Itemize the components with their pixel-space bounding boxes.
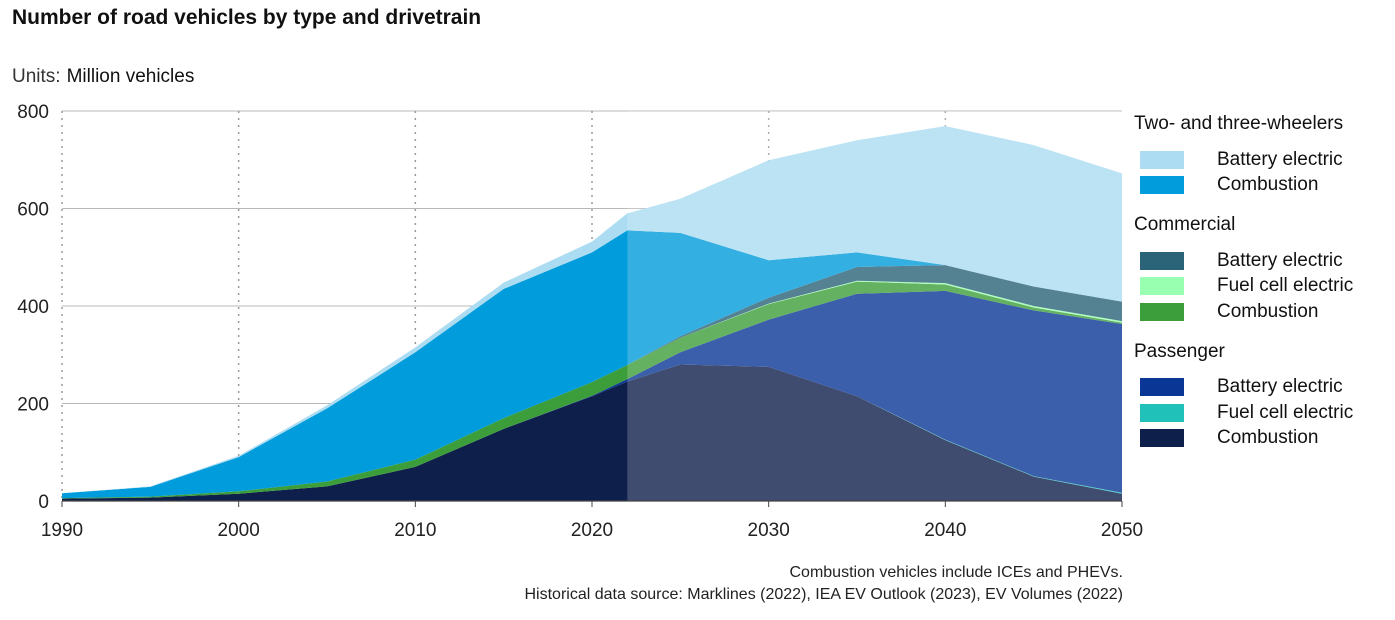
y-tick-label: 600 — [17, 200, 49, 221]
legend-item-com_comb: Combustion — [1140, 299, 1392, 325]
x-tick-label: 2000 — [218, 520, 260, 541]
legend-group: Two- and three-wheelers Battery electric C… — [1134, 113, 1392, 198]
legend-swatch — [1140, 176, 1184, 195]
area-com_bev — [62, 265, 1122, 499]
area-tw_bev — [62, 126, 1122, 494]
area-com_comb — [62, 281, 1122, 499]
x-tick-label: 2010 — [394, 520, 436, 541]
x-tick-label: 2050 — [1101, 520, 1143, 541]
legend-label: Fuel cell electric — [1217, 401, 1354, 423]
legend-label: Fuel cell electric — [1217, 275, 1354, 297]
footnote-combustion: Combustion vehicles include ICEs and PHE… — [789, 564, 1124, 581]
units-value: Million vehicles — [66, 66, 195, 87]
x-tick-label: 2040 — [924, 520, 966, 541]
units-line: Units: Million vehicles — [12, 66, 194, 88]
chart-title: Number of road vehicles by type and driv… — [12, 6, 482, 29]
legend-swatch — [1140, 251, 1184, 270]
legend-group-title: Two- and three-wheelers — [1134, 113, 1344, 134]
units-label: Units: — [12, 66, 61, 87]
legend-label: Combustion — [1217, 300, 1319, 322]
legend-swatch — [1140, 302, 1184, 321]
legend-label: Battery electric — [1217, 249, 1343, 271]
legend-swatch — [1140, 429, 1184, 448]
legend-label: Combustion — [1217, 174, 1319, 196]
y-tick-label: 200 — [17, 395, 49, 416]
footnote-source: Historical data source: Marklines (2022)… — [524, 586, 1124, 603]
forecast-shade — [627, 111, 1122, 501]
y-tick-label: 400 — [17, 297, 49, 318]
legend-group-title: Commercial — [1134, 214, 1236, 235]
area-tw_comb — [62, 230, 1122, 499]
y-tick-label: 0 — [38, 492, 49, 513]
legend-item-com_bev: Battery electric — [1140, 248, 1392, 274]
stacked-areas — [62, 126, 1122, 501]
axis-ticks: 0 200 400 600 800 1990 2000 2010 2020 2030 2040 205… — [17, 102, 1143, 541]
legend-group: Commercial Battery electric Fuel cell elec… — [1134, 214, 1392, 325]
legend-item-pass_fcev: Fuel cell electric — [1140, 400, 1392, 426]
x-tick-label: 1990 — [41, 520, 83, 541]
legend-swatch — [1140, 403, 1184, 422]
legend-label: Battery electric — [1217, 148, 1343, 170]
legend-swatch — [1140, 277, 1184, 296]
area-com_fcev — [62, 280, 1122, 499]
legend-swatch — [1140, 150, 1184, 169]
legend-item-tw_bev: Battery electric — [1140, 147, 1392, 173]
legend-group-title: Passenger — [1134, 340, 1225, 362]
x-tick-label: 2020 — [571, 520, 613, 541]
footnotes: Combustion vehicles include ICEs and PHE… — [525, 562, 1124, 606]
legend-group: Passenger Battery electric Fuel cell elect… — [1134, 341, 1392, 452]
legend-label: Battery electric — [1217, 376, 1343, 398]
x-tick-label: 2030 — [748, 520, 790, 541]
legend-swatch — [1140, 378, 1184, 397]
legend-item-pass_bev: Battery electric — [1140, 375, 1392, 401]
legend-item-tw_comb: Combustion — [1140, 173, 1392, 199]
legend: Two- and three-wheelers Battery electric C… — [1134, 113, 1392, 467]
area-pass_bev — [62, 290, 1122, 499]
area-pass_comb — [62, 364, 1122, 501]
legend-label: Combustion — [1217, 427, 1319, 449]
legend-item-pass_comb: Combustion — [1140, 426, 1392, 452]
y-tick-label: 800 — [17, 102, 49, 123]
legend-item-com_fcev: Fuel cell electric — [1140, 274, 1392, 300]
